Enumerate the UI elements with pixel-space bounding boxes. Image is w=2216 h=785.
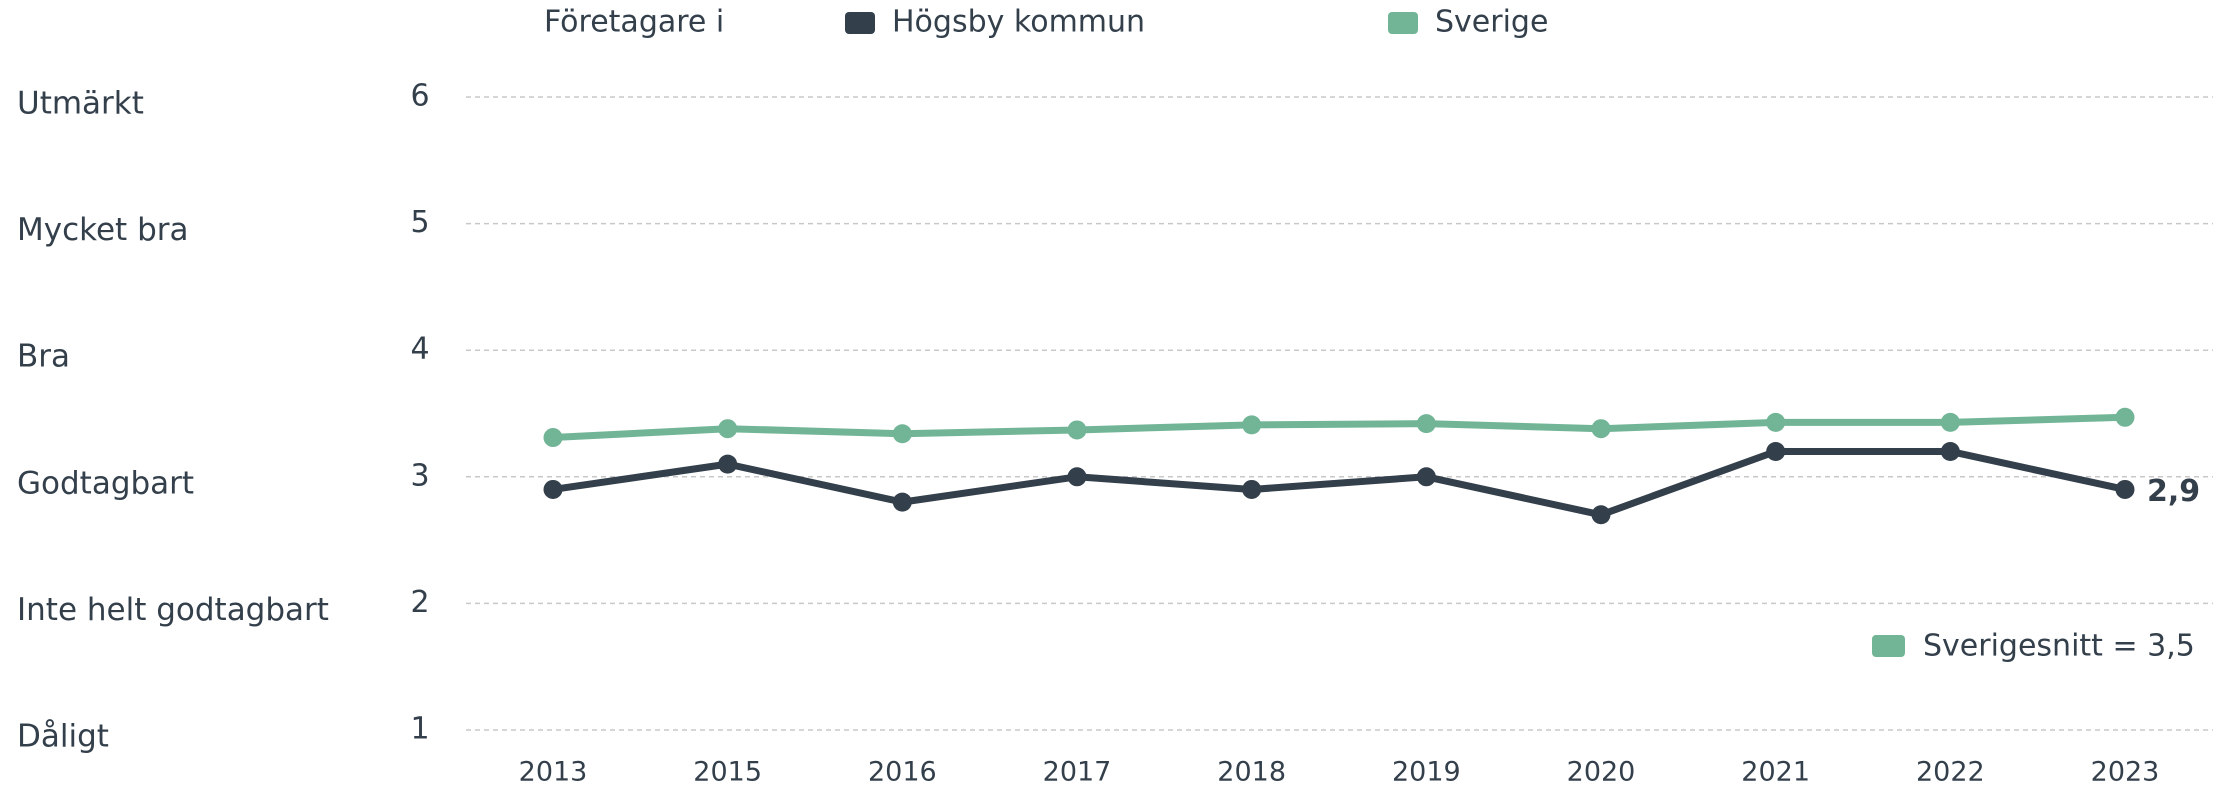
data-point (1940, 412, 1960, 432)
y-category-label: Mycket bra (17, 212, 188, 248)
y-category-label: Inte helt godtagbart (17, 592, 329, 628)
data-point (1766, 412, 1786, 432)
legend-label: Högsby kommun (892, 5, 1145, 40)
y-tick-label: 1 (410, 712, 429, 747)
y-category-label: Bra (17, 339, 70, 375)
y-tick-label: 3 (410, 458, 429, 493)
data-point (1067, 420, 1087, 440)
data-point (543, 479, 563, 499)
x-tick-label: 2022 (1916, 757, 1985, 785)
data-point (2115, 479, 2135, 499)
data-point (1242, 479, 1262, 499)
x-tick-label: 2013 (519, 757, 588, 785)
series-line (552, 447, 2126, 519)
y-tick-label: 6 (410, 79, 429, 114)
x-tick-label: 2020 (1567, 757, 1636, 785)
data-point (1591, 505, 1611, 525)
legend-swatch (845, 12, 875, 34)
y-category-label: Godtagbart (17, 465, 194, 501)
data-point (1242, 415, 1262, 435)
legend-swatch (1388, 12, 1418, 34)
data-point (1591, 419, 1611, 439)
annotation-swatch (1872, 635, 1905, 657)
legend-label: Sverige (1435, 5, 1548, 40)
data-point (1940, 441, 1960, 461)
x-tick-label: 2019 (1392, 757, 1461, 785)
x-tick-label: 2016 (868, 757, 937, 785)
data-point (892, 424, 912, 444)
annotation: Sverigesnitt = 3,5 (1923, 629, 2195, 664)
data-point (1416, 467, 1436, 487)
data-point (1416, 414, 1436, 434)
x-tick-label: 2023 (2091, 757, 2160, 785)
series-line (552, 413, 2126, 442)
x-tick-label: 2018 (1217, 757, 1286, 785)
data-label: 2,9 (2147, 474, 2200, 509)
x-tick-label: 2015 (693, 757, 762, 785)
data-point (1766, 441, 1786, 461)
y-category-label: Utmärkt (17, 86, 144, 122)
x-tick-label: 2021 (1741, 757, 1810, 785)
x-tick-label: 2017 (1043, 757, 1112, 785)
data-point (2115, 407, 2135, 427)
y-category-label: Dåligt (17, 719, 109, 755)
y-tick-label: 5 (410, 205, 429, 240)
data-point (718, 454, 738, 474)
data-point (892, 492, 912, 512)
y-tick-label: 2 (410, 585, 429, 620)
legend-title: Företagare i (544, 5, 724, 40)
data-point (1067, 467, 1087, 487)
data-point (718, 419, 738, 439)
y-tick-label: 4 (410, 332, 429, 367)
data-point (543, 428, 563, 448)
